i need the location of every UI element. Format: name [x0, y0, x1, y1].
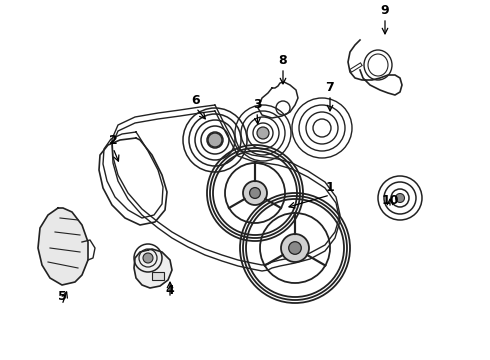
Text: 8: 8: [279, 54, 287, 67]
Circle shape: [281, 234, 309, 262]
Text: 10: 10: [381, 194, 399, 207]
Circle shape: [143, 253, 153, 263]
Polygon shape: [134, 249, 172, 288]
Text: 3: 3: [253, 98, 261, 111]
Text: 1: 1: [326, 180, 334, 194]
Circle shape: [249, 188, 260, 198]
Bar: [152, 272, 164, 280]
Text: 2: 2: [109, 134, 118, 147]
Circle shape: [208, 133, 222, 147]
Text: 6: 6: [192, 94, 200, 107]
Polygon shape: [38, 208, 88, 285]
Text: 7: 7: [326, 81, 334, 94]
Text: 4: 4: [166, 284, 174, 297]
Circle shape: [243, 181, 267, 205]
Circle shape: [395, 194, 405, 202]
Circle shape: [289, 242, 301, 254]
Text: 5: 5: [58, 291, 66, 303]
Text: 9: 9: [381, 4, 390, 17]
Circle shape: [257, 127, 269, 139]
